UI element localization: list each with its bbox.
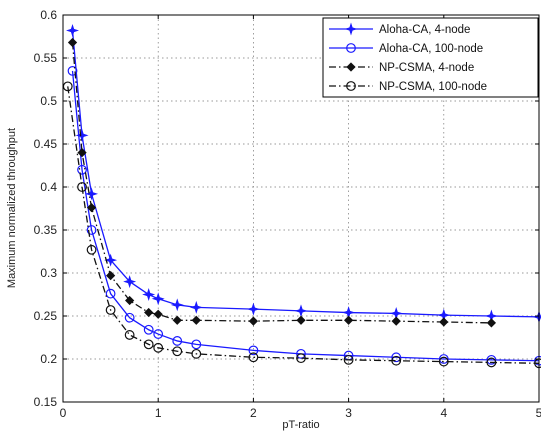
series-4-point [248,352,259,363]
series-4-point [296,353,306,364]
series-3-point [125,295,135,306]
series-1 [66,24,541,324]
y-tick-label: 0.15 [34,395,58,409]
series-1-point [170,298,184,312]
series-3-point [343,315,354,325]
axis-ticks: 0 1 2 3 4 5 0.15 0.2 0.25 0.3 0.35 0.4 0.45 0.5 0.55 0.… [34,8,541,420]
series-1-point [189,300,203,314]
series-3-point [86,203,97,213]
y-tick-label: 0.3 [40,266,57,280]
series-1-point [142,288,156,301]
series-4-point [486,357,497,368]
series-2-point [191,339,202,350]
y-tick-label: 0.2 [40,352,57,366]
series-3-point [191,315,201,325]
series-4-point [343,354,354,365]
series-1-point [151,292,165,306]
x-tick-label: 5 [536,406,541,420]
series-2-point [172,336,183,346]
series-1-point [104,253,118,267]
y-tick-label: 0.45 [34,137,58,151]
series-2-point [77,164,87,175]
series-2-point [67,65,78,76]
legend-label-series-2: Aloha-CA, 100-node [379,43,483,55]
series-3-point [391,316,401,326]
series-3-point [486,318,497,328]
series-2-point [105,288,116,299]
series-3-point [77,147,87,158]
series-2-point [86,225,97,235]
series-4-point [143,339,154,350]
series-1-line [71,30,540,318]
series-4-point [172,346,183,357]
series-4-point [124,330,135,340]
legend: Aloha-CA, 4-node Aloha-CA, 100-node NP-C… [322,17,539,98]
y-tick-label: 0.4 [40,180,57,194]
legend-swatch-marker [346,81,356,91]
x-tick-label: 4 [440,406,447,420]
series-3-point [144,307,154,318]
x-tick-label: 2 [250,406,257,420]
series-2-line [71,70,540,362]
series-2-point [438,354,449,364]
legend-swatch-marker [346,43,356,53]
series-2-point [124,312,135,323]
series-2-point [143,324,154,335]
legend-label-series-4: NP-CSMA, 100-node [379,81,487,93]
series-2-point [391,352,402,363]
data-series [62,24,541,369]
series-4-point [105,305,116,315]
series-1-point [123,275,137,289]
series-4-point [438,356,449,367]
y-axis-label: Maximum normalized throughput [6,128,18,288]
series-4-line [67,86,540,364]
legend-label-series-3: NP-CSMA, 4-node [379,62,474,74]
series-3-point [439,317,449,327]
x-tick-label: 1 [155,406,162,420]
y-tick-label: 0.55 [34,51,58,65]
y-tick-label: 0.35 [34,223,58,237]
legend-swatch-marker [346,62,356,72]
series-3-point [296,315,306,325]
legend-swatch-marker [344,22,358,36]
legend-label-series-1: Aloha-CA, 4-node [379,24,470,36]
series-3-point [153,309,163,319]
series-3-point [105,270,116,281]
series-4 [62,81,541,369]
series-1-point [66,24,79,37]
series-3-point [248,316,259,326]
y-tick-label: 0.6 [40,8,57,22]
series-2-point [153,329,164,339]
legend-box [322,17,539,98]
series-2-point [486,354,497,365]
series-3 [67,37,497,328]
series-3-point [172,315,182,325]
series-2-point [296,348,306,359]
series-4-point [153,342,164,353]
plot-frame [62,14,540,403]
series-4-point [391,355,402,366]
series-1-point [246,302,260,316]
y-tick-label: 0.5 [40,94,57,108]
series-4-point [77,182,87,192]
y-tick-label: 0.25 [34,309,58,323]
x-axis-label: pT-ratio [282,419,319,431]
series-2 [67,65,541,366]
series-1-point [75,128,89,142]
series-4-point [191,348,202,359]
x-tick-label: 3 [345,406,352,420]
series-3-point [67,37,78,48]
x-tick-label: 0 [60,406,67,420]
series-4-point [86,244,97,255]
series-2-point [248,345,259,356]
